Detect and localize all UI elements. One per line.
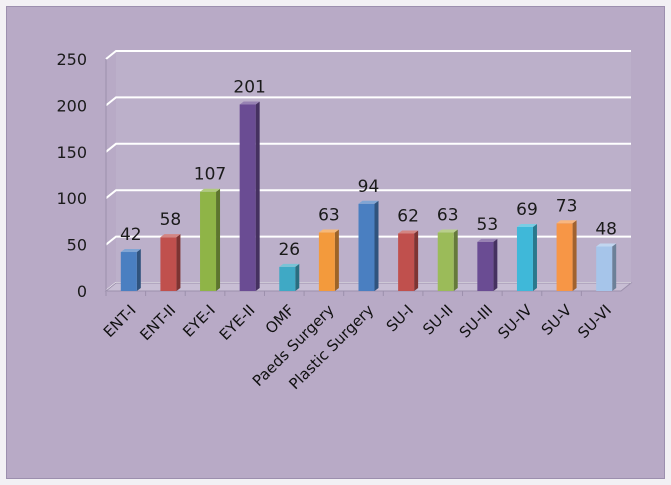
bar-paeds-surgery xyxy=(318,232,335,291)
x-category-label-12: SU-VI xyxy=(574,301,615,342)
x-category-label-4: OMF xyxy=(262,301,298,337)
bar-side-6 xyxy=(374,200,379,291)
x-category-label-3: EYE-II xyxy=(216,301,259,344)
data-label-8: 63 xyxy=(437,206,459,226)
bar-top-7 xyxy=(398,230,419,234)
bar-su-ii xyxy=(437,232,454,291)
bar-side-9 xyxy=(493,238,498,291)
bar-top-11 xyxy=(556,220,577,224)
gridline-150 xyxy=(105,142,631,153)
bar-eye-i xyxy=(200,191,217,291)
y-tick-label-0: 0 xyxy=(77,282,87,301)
bar-plastic-surgery xyxy=(358,203,375,291)
data-label-11: 73 xyxy=(556,196,578,216)
bar-side-0 xyxy=(136,249,141,291)
bar-eye-ii xyxy=(239,104,256,291)
y-tick-label-200: 200 xyxy=(56,96,87,115)
bar-side-5 xyxy=(334,229,339,291)
x-category-label-0: ENT-I xyxy=(100,301,140,341)
bar-ent-i xyxy=(120,252,137,291)
y-tick-label-50: 50 xyxy=(67,236,87,255)
data-label-10: 69 xyxy=(516,200,538,220)
bar-side-2 xyxy=(216,188,221,291)
bar-top-4 xyxy=(279,263,300,267)
gridline-200 xyxy=(105,96,631,107)
y-tick-label-250: 250 xyxy=(56,50,87,69)
x-category-label-2: EYE-I xyxy=(179,301,219,341)
bar-su-v xyxy=(556,223,573,291)
bar-top-0 xyxy=(120,249,141,253)
bar-top-12 xyxy=(596,243,617,247)
bar-side-12 xyxy=(612,243,617,291)
data-label-6: 94 xyxy=(358,177,380,197)
gridline-250 xyxy=(105,50,631,60)
bar-su-iii xyxy=(477,241,494,291)
bar-side-11 xyxy=(572,220,577,291)
x-category-label-9: SU-III xyxy=(456,301,496,341)
y-tick-label-100: 100 xyxy=(56,189,87,208)
data-label-2: 107 xyxy=(194,165,226,185)
x-category-label-11: SU-V xyxy=(538,301,576,339)
bar-top-2 xyxy=(200,188,221,192)
bar-top-3 xyxy=(239,101,260,105)
bar-side-3 xyxy=(255,101,260,291)
bar-top-1 xyxy=(160,234,181,238)
data-label-7: 62 xyxy=(397,206,419,226)
data-label-12: 48 xyxy=(595,219,617,239)
bar-chart: 0 50 100 150 200 250 42 ENT-I 58 ENT-II 107 EYE-I 20… xyxy=(56,50,633,393)
bar-side-8 xyxy=(453,229,458,291)
bar-side-4 xyxy=(295,263,300,291)
x-category-label-10: SU-IV xyxy=(494,301,536,343)
bar-side-10 xyxy=(532,223,537,291)
data-label-1: 58 xyxy=(160,210,182,230)
data-label-5: 63 xyxy=(318,206,340,226)
data-label-9: 53 xyxy=(477,215,499,235)
y-tick-label-150: 150 xyxy=(56,143,87,162)
x-category-label-1: ENT-II xyxy=(136,301,179,344)
bar-side-7 xyxy=(414,230,419,291)
bar-ent-ii xyxy=(160,237,177,291)
bar-top-9 xyxy=(477,238,498,242)
data-label-3: 201 xyxy=(233,77,265,97)
gridline-100 xyxy=(105,189,631,199)
chart-frame: 0 50 100 150 200 250 42 ENT-I 58 ENT-II 107 EYE-I 20… xyxy=(6,6,665,479)
bar-su-vi xyxy=(596,246,613,291)
gridline-50 xyxy=(105,235,631,246)
data-label-4: 26 xyxy=(278,240,300,260)
bar-su-i xyxy=(398,233,415,291)
x-category-label-8: SU-II xyxy=(419,301,456,338)
bar-omf xyxy=(279,266,296,291)
bar-top-6 xyxy=(358,200,379,204)
bar-side-1 xyxy=(176,234,181,291)
bar-top-5 xyxy=(318,229,339,233)
x-category-label-7: SU-I xyxy=(383,301,417,335)
bar-su-iv xyxy=(516,226,533,291)
bar-top-10 xyxy=(516,223,537,227)
data-label-0: 42 xyxy=(120,225,142,245)
bar-top-8 xyxy=(437,229,458,233)
